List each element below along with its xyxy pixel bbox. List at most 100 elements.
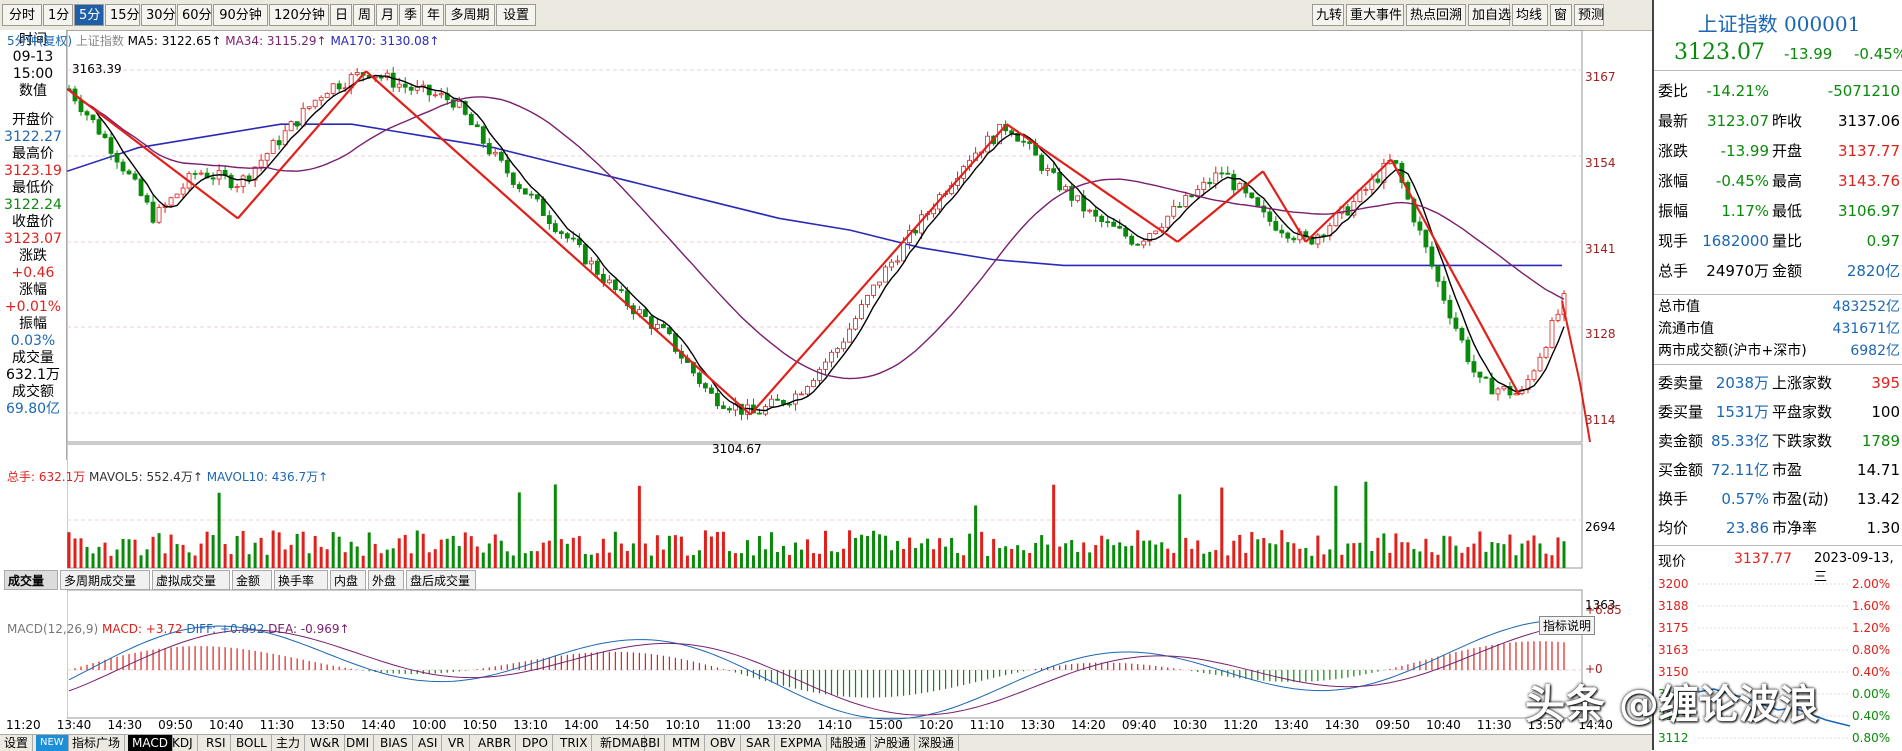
indicator-tab-6[interactable]: 外盘 — [368, 570, 404, 590]
indicator-tab-5[interactable]: 内盘 — [330, 570, 366, 590]
indicator-button-3[interactable]: MACD — [128, 735, 173, 751]
kline-chart[interactable]: 5分钟(复权) 上证指数 MA5: 3122.65↑ MA34: 3115.29… — [7, 29, 1650, 720]
indicator-button-22[interactable]: 陆股通 — [826, 735, 872, 751]
volume-bar — [842, 548, 846, 568]
period-button-0[interactable]: 分时 — [2, 4, 42, 26]
indicator-button-16[interactable]: 新DMA — [596, 735, 645, 751]
indicator-tab-7[interactable]: 盘后成交量 — [406, 570, 476, 590]
volume-bar — [1418, 551, 1422, 568]
indicator-button-1[interactable]: NEW — [36, 735, 69, 751]
candle-body — [582, 244, 588, 265]
toolbar-action-6[interactable]: 预测 — [1574, 4, 1604, 26]
indicator-tab-1[interactable]: 多周期成交量 — [60, 570, 150, 590]
volume-bar — [1298, 548, 1302, 568]
period-button-12[interactable]: 年 — [422, 4, 444, 26]
volume-label: 成交量 — [12, 350, 54, 366]
candle-body — [1045, 168, 1051, 171]
indicator-help-button[interactable]: 指标说明 — [1539, 616, 1596, 635]
volume-bar — [481, 552, 485, 568]
volume-bar — [950, 537, 954, 568]
volume-bar — [595, 553, 599, 568]
quote-value: -0.45% — [1715, 172, 1769, 190]
indicator-button-12[interactable]: VR — [444, 735, 470, 751]
candle-body — [114, 152, 120, 163]
toolbar-action-2[interactable]: 热点回溯 — [1406, 4, 1466, 26]
order-label: 市净率 — [1772, 519, 1818, 537]
indicator-button-8[interactable]: W&R — [306, 735, 345, 751]
indicator-button-6[interactable]: BOLL — [232, 735, 272, 751]
indicator-tab-2[interactable]: 虚拟成交量 — [152, 570, 230, 590]
indicator-button-14[interactable]: DPO — [518, 735, 553, 751]
period-button-4[interactable]: 30分 — [141, 4, 176, 26]
watermark: 头条 @缠论波浪 — [1525, 682, 1819, 728]
period-button-11[interactable]: 季 — [399, 4, 421, 26]
volume-bar — [1478, 531, 1482, 568]
time-axis-label: 09:40 — [1121, 718, 1157, 732]
volume-bar — [890, 550, 894, 568]
toolbar-action-4[interactable]: 均线 — [1512, 4, 1548, 26]
indicator-button-13[interactable]: ARBR — [474, 735, 517, 751]
volume-bar — [980, 531, 984, 568]
candle-body — [264, 153, 270, 161]
indicator-button-24[interactable]: 深股通 — [914, 735, 960, 751]
volume-bar — [67, 532, 71, 568]
indicator-button-2[interactable]: 指标广场 — [68, 735, 126, 751]
order-label: 下跌家数 — [1772, 432, 1833, 450]
indicator-tab-3[interactable]: 金额 — [232, 570, 272, 590]
candle-body — [528, 193, 534, 196]
toolbar-action-1[interactable]: 重大事件 — [1346, 4, 1404, 26]
indicator-tab-4[interactable]: 换手率 — [274, 570, 328, 590]
chart-canvas[interactable] — [66, 29, 1650, 720]
time-axis-label: 14:30 — [1324, 718, 1360, 732]
period-button-2[interactable]: 5分 — [74, 4, 104, 26]
indicator-button-20[interactable]: SAR — [742, 735, 776, 751]
period-button-5[interactable]: 60分 — [177, 4, 212, 26]
period-button-13[interactable]: 多周期 — [445, 4, 495, 26]
order-value: 85.33亿 — [1711, 432, 1769, 450]
period-button-6[interactable]: 90分钟 — [213, 4, 268, 26]
macd-axis-label: +6.85 — [1585, 603, 1622, 617]
volume-bar — [487, 543, 491, 568]
order-value: 0.57% — [1721, 490, 1769, 508]
candle-body — [1375, 178, 1381, 183]
candle-body — [498, 151, 504, 161]
market-row: 总市值 483252亿 — [1654, 296, 1902, 318]
indicator-button-23[interactable]: 沪股通 — [870, 735, 916, 751]
volume-bar — [1130, 545, 1134, 568]
volume-bar — [1052, 484, 1056, 568]
toolbar-action-5[interactable]: 窗 — [1550, 4, 1572, 26]
volume-bar — [505, 551, 509, 568]
candle-body — [931, 208, 936, 215]
indicator-button-17[interactable]: BBI — [636, 735, 666, 751]
indicator-button-21[interactable]: EXPMA — [776, 735, 827, 751]
period-button-10[interactable]: 月 — [376, 4, 398, 26]
toolbar-action-0[interactable]: 九转 — [1312, 4, 1344, 26]
indicator-button-9[interactable]: DMI — [342, 735, 375, 751]
indicator-button-5[interactable]: RSI — [202, 735, 231, 751]
indicator-button-10[interactable]: BIAS — [376, 735, 413, 751]
indicator-tab-0[interactable]: 成交量 — [4, 570, 58, 590]
period-button-14[interactable]: 设置 — [496, 4, 536, 26]
indicator-button-11[interactable]: ASI — [414, 735, 443, 751]
period-button-8[interactable]: 日 — [330, 4, 352, 26]
indicator-button-18[interactable]: MTM — [668, 735, 706, 751]
volume-bar — [211, 535, 215, 568]
candle-body — [1261, 205, 1267, 213]
period-button-3[interactable]: 15分 — [105, 4, 140, 26]
volume-bar — [577, 536, 581, 568]
period-button-1[interactable]: 1分 — [43, 4, 73, 26]
period-button-9[interactable]: 周 — [353, 4, 375, 26]
volume-bar — [787, 555, 791, 568]
volume-bar — [872, 530, 876, 568]
volume-bar — [667, 535, 671, 568]
indicator-button-4[interactable]: KDJ — [168, 735, 198, 751]
period-button-7[interactable]: 120分钟 — [269, 4, 329, 26]
toolbar-action-3[interactable]: 加自选 — [1468, 4, 1511, 26]
indicator-button-15[interactable]: TRIX — [556, 735, 593, 751]
volume-bar — [1196, 540, 1200, 568]
mini-price-tick: 3188 — [1658, 599, 1689, 613]
indicator-button-7[interactable]: 主力 — [272, 735, 306, 751]
quote-label: 金额 — [1772, 262, 1803, 280]
indicator-button-0[interactable]: 设置 — [0, 735, 34, 751]
indicator-button-19[interactable]: OBV — [706, 735, 741, 751]
